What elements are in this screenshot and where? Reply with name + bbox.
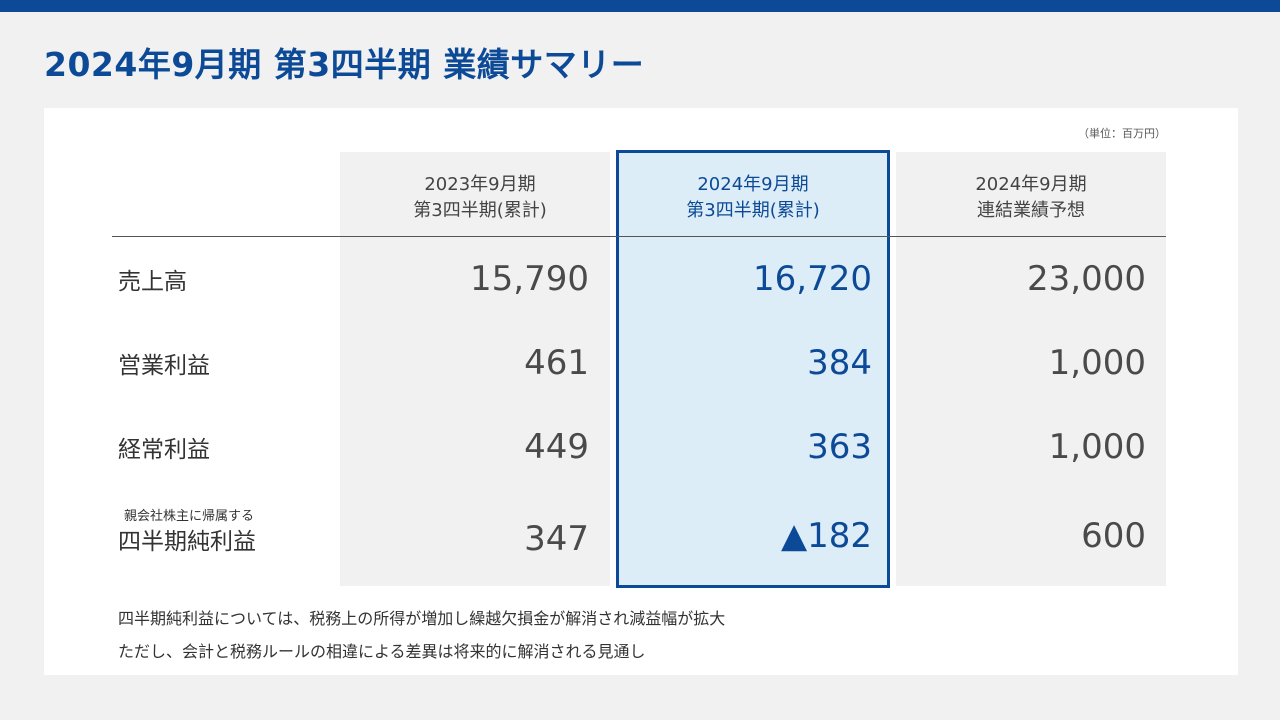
value-net-sales-prior: 15,790: [470, 259, 589, 299]
row-label-operating-income: 営業利益: [118, 353, 210, 379]
value-net-income-prior: 347: [524, 519, 589, 559]
column-background-forecast: [896, 152, 1166, 586]
column-header-line1: 2024年9月期: [975, 174, 1087, 195]
row-sublabel-parent-attributable: 親会社株主に帰属する: [124, 509, 255, 524]
value-ordinary-income-forecast: 1,000: [1048, 427, 1146, 467]
footnote-line-1: 四半期純利益については、税務上の所得が増加し繰越欠損金が解消され減益幅が拡大: [118, 609, 726, 628]
summary-panel: （単位：百万円） 2023年9月期 第3四半期(累計) 2024年9月期 第3四…: [44, 108, 1238, 675]
column-header-line2: 第3四半期(累計): [413, 200, 547, 221]
header-divider: [112, 236, 1166, 237]
value-operating-income-prior: 461: [524, 343, 589, 383]
column-header-forecast: 2024年9月期 連結業績予想: [896, 172, 1166, 224]
column-background-prior-year: [340, 152, 610, 586]
column-header-line1: 2023年9月期: [424, 174, 536, 195]
value-operating-income-current: 384: [807, 343, 872, 383]
page-title: 2024年9月期 第3四半期 業績サマリー: [44, 45, 645, 84]
top-accent-bar: [0, 0, 1280, 12]
column-header-prior-year: 2023年9月期 第3四半期(累計): [345, 172, 615, 224]
value-net-sales-current: 16,720: [753, 259, 872, 299]
column-highlight-current-year: [616, 150, 890, 588]
column-header-line2: 第3四半期(累計): [686, 200, 820, 221]
footnote-line-2: ただし、会計と税務ルールの相違による差異は将来的に解消される見通し: [118, 642, 646, 661]
value-ordinary-income-prior: 449: [524, 427, 589, 467]
value-net-income-forecast: 600: [1081, 516, 1146, 556]
value-net-income-current: ▲182: [780, 516, 872, 556]
value-net-sales-forecast: 23,000: [1027, 259, 1146, 299]
row-label-quarterly-net-income: 四半期純利益: [118, 529, 256, 555]
value-operating-income-forecast: 1,000: [1048, 343, 1146, 383]
column-header-line1: 2024年9月期: [697, 174, 809, 195]
column-header-current-year: 2024年9月期 第3四半期(累計): [618, 172, 888, 224]
row-label-net-sales: 売上高: [118, 269, 187, 295]
value-ordinary-income-current: 363: [807, 427, 872, 467]
column-header-line2: 連結業績予想: [977, 200, 1085, 221]
unit-note: （単位：百万円）: [1078, 127, 1166, 140]
row-label-ordinary-income: 経常利益: [118, 437, 210, 463]
